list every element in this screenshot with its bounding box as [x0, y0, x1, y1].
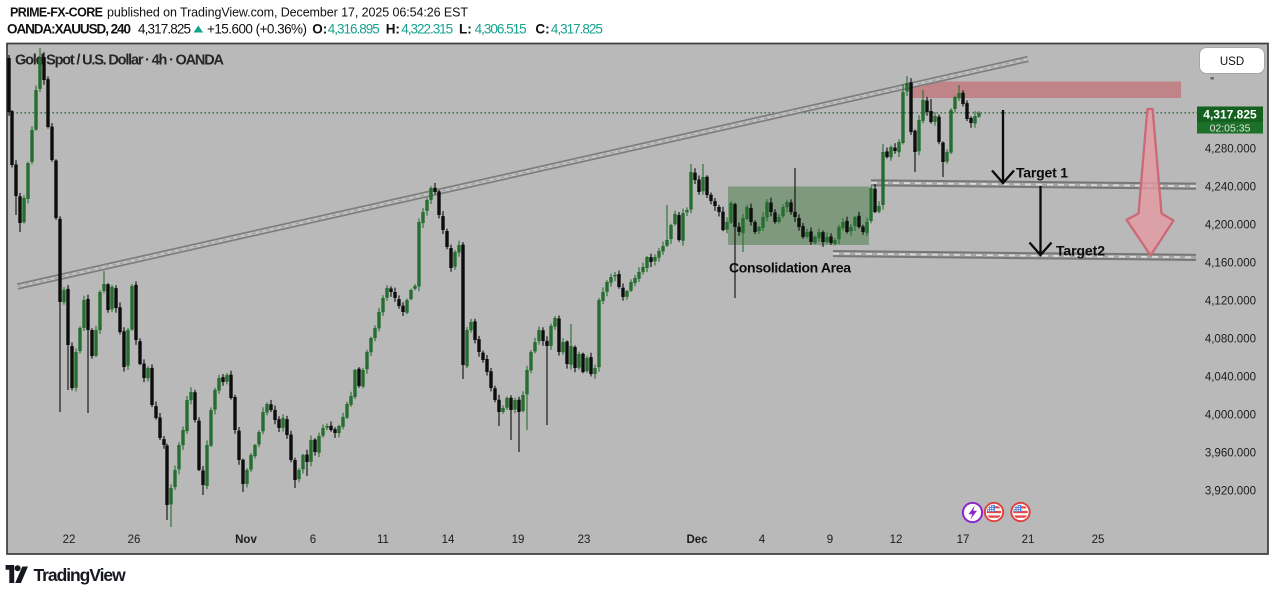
svg-text:L:: L:	[459, 22, 472, 37]
svg-text:4,200.000: 4,200.000	[1205, 220, 1256, 232]
svg-text:23: 23	[578, 534, 591, 546]
svg-text:4,000.000: 4,000.000	[1205, 410, 1256, 422]
svg-text:H:: H:	[386, 22, 400, 37]
svg-text:25: 25	[1092, 534, 1105, 546]
svg-text:4,240.000: 4,240.000	[1205, 182, 1256, 194]
svg-text:4,160.000: 4,160.000	[1205, 258, 1256, 270]
svg-text:TradingView: TradingView	[34, 565, 127, 585]
svg-text:11: 11	[377, 534, 389, 546]
svg-text:4,316.895: 4,316.895	[328, 22, 380, 37]
svg-text:17: 17	[957, 534, 970, 546]
svg-text:O:: O:	[312, 22, 327, 37]
svg-text:4,120.000: 4,120.000	[1205, 296, 1256, 308]
svg-text:4,306.515: 4,306.515	[475, 22, 527, 37]
svg-text:3,920.000: 3,920.000	[1205, 486, 1256, 498]
svg-text:4,080.000: 4,080.000	[1205, 334, 1256, 346]
svg-text:22: 22	[63, 534, 76, 546]
svg-text:Target2: Target2	[1056, 243, 1105, 259]
svg-text:C:: C:	[535, 22, 549, 37]
svg-text:USD: USD	[1220, 56, 1244, 68]
svg-text:published on TradingView.com,: published on TradingView.com, December 1…	[107, 6, 468, 20]
svg-text:19: 19	[512, 534, 525, 546]
svg-text:21: 21	[1022, 534, 1035, 546]
svg-text:4,317.825: 4,317.825	[1203, 108, 1257, 122]
svg-text:4: 4	[759, 534, 766, 546]
svg-text:+15.600 (+0.36%): +15.600 (+0.36%)	[207, 22, 307, 37]
svg-text:4,040.000: 4,040.000	[1205, 372, 1256, 384]
svg-text:12: 12	[890, 534, 903, 546]
svg-text:4,280.000: 4,280.000	[1205, 144, 1256, 156]
svg-text:4,317.825: 4,317.825	[551, 22, 603, 37]
svg-text:Dec: Dec	[686, 534, 708, 546]
svg-text:Target 1: Target 1	[1016, 165, 1068, 181]
svg-text:4,317.825: 4,317.825	[138, 22, 191, 37]
svg-text:14: 14	[442, 534, 455, 546]
svg-text:02:05:35: 02:05:35	[1210, 123, 1251, 135]
svg-text:3,960.000: 3,960.000	[1205, 448, 1256, 460]
svg-text:Consolidation Area: Consolidation Area	[729, 260, 851, 276]
svg-text:PRIME-FX-CORE: PRIME-FX-CORE	[10, 6, 103, 20]
svg-text:9: 9	[827, 534, 833, 546]
svg-text:26: 26	[128, 534, 141, 546]
svg-text:Nov: Nov	[235, 534, 257, 546]
svg-text:Gold Spot / U.S. Dollar · 4h ·: Gold Spot / U.S. Dollar · 4h · OANDA	[15, 53, 225, 69]
svg-text:6: 6	[310, 534, 316, 546]
svg-text:OANDA:XAUUSD, 240: OANDA:XAUUSD, 240	[7, 22, 131, 37]
svg-text:4,322.315: 4,322.315	[401, 22, 453, 37]
